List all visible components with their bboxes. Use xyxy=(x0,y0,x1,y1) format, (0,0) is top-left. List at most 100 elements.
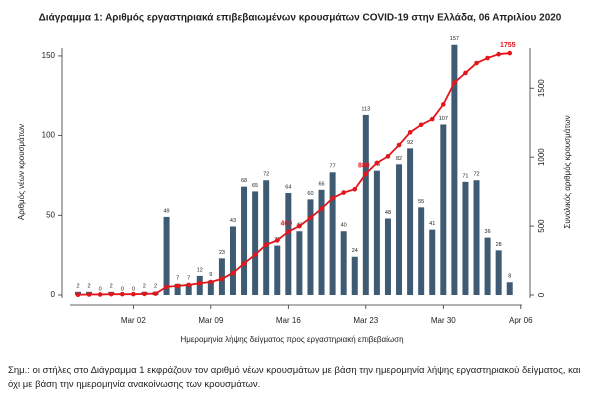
cumulative-point xyxy=(75,292,81,298)
cumulative-point xyxy=(97,292,103,297)
y-tick-label: 0 xyxy=(51,290,56,299)
y-axis-label: Αριθμός νέων κρουσμάτων xyxy=(17,124,26,220)
bar-label: 66 xyxy=(318,181,324,187)
bar-label: 7 xyxy=(176,275,179,281)
bar xyxy=(207,280,214,295)
cumulative-point xyxy=(297,223,302,229)
cumulative-label: 1755 xyxy=(500,42,516,49)
bar xyxy=(340,231,347,295)
bar xyxy=(418,207,425,295)
bar xyxy=(440,124,447,295)
bar-label: 2 xyxy=(76,283,79,289)
cumulative-point xyxy=(274,238,280,243)
bar-label: 12 xyxy=(197,267,203,273)
bar xyxy=(451,44,458,295)
cumulative-point xyxy=(219,276,225,282)
cumulative-point xyxy=(474,60,479,66)
bar xyxy=(407,148,414,295)
bar xyxy=(373,170,380,295)
cumulative-point xyxy=(186,282,191,288)
bar-label: 55 xyxy=(418,199,424,205)
cumulative-point xyxy=(385,154,391,159)
cumulative-point xyxy=(131,291,136,297)
bar-label: 49 xyxy=(163,208,169,214)
bar xyxy=(318,189,325,295)
chart-title: Διάγραμμα 1: Αριθμός εργαστηριακά επιβεβ… xyxy=(39,13,562,24)
bar-label: 2 xyxy=(110,283,113,289)
bar-label: 92 xyxy=(407,140,413,146)
bar xyxy=(274,245,281,295)
bar-label: 60 xyxy=(307,191,313,197)
cumulative-point xyxy=(341,190,346,195)
bar-label: 77 xyxy=(330,164,336,170)
cumulative-point xyxy=(153,291,158,296)
cumulative-point xyxy=(208,279,214,285)
cumulative-point xyxy=(330,195,335,201)
x-axis-label: Ημερομηνία λήψης δείγματος προς εργαστηρ… xyxy=(180,335,403,344)
cumulative-point xyxy=(396,142,402,148)
bar-label: 72 xyxy=(473,172,479,178)
cumulative-point xyxy=(197,280,203,286)
y2-tick-label: 0 xyxy=(537,292,546,297)
x-tick-label: Apr 06 xyxy=(509,316,533,325)
cumulative-label: 880 xyxy=(358,163,370,170)
bar-label: 2 xyxy=(88,283,91,289)
bar-label: 0 xyxy=(132,286,135,292)
cumulative-point xyxy=(485,55,490,61)
y2-tick-label: 500 xyxy=(537,219,546,233)
x-tick-label: Mar 23 xyxy=(353,316,378,325)
bar-label: 48 xyxy=(385,210,391,216)
bar-label: 2 xyxy=(143,283,146,289)
cumulative-point xyxy=(407,130,413,135)
cumulative-label: 460 xyxy=(280,220,292,227)
bar-label: 41 xyxy=(429,221,435,227)
x-tick-label: Mar 02 xyxy=(121,316,146,325)
bar xyxy=(429,229,436,295)
bar-label: 157 xyxy=(450,36,459,42)
bar xyxy=(495,250,502,295)
bar xyxy=(307,199,314,295)
cumulative-point xyxy=(496,51,501,57)
bar-label: 65 xyxy=(252,183,258,189)
bar-label: 28 xyxy=(496,242,502,248)
bar xyxy=(329,172,336,295)
bar-label: 40 xyxy=(341,223,347,229)
x-tick-label: Mar 09 xyxy=(198,316,223,325)
bar-label: 82 xyxy=(396,156,402,162)
bar-label: 107 xyxy=(439,116,448,122)
bar xyxy=(506,282,513,295)
bar-label: 24 xyxy=(352,248,358,254)
bar xyxy=(296,231,303,295)
x-tick-label: Mar 16 xyxy=(276,316,301,325)
bar xyxy=(462,181,469,295)
cumulative-point xyxy=(175,283,180,289)
cumulative-point xyxy=(507,50,513,56)
cumulative-point xyxy=(352,186,358,192)
cumulative-point xyxy=(363,171,369,177)
y-tick-label: 100 xyxy=(42,131,56,140)
bar-label: 8 xyxy=(508,274,511,280)
cumulative-point xyxy=(263,242,269,247)
bar xyxy=(285,193,292,295)
cumulative-line xyxy=(77,52,510,296)
cumulative-point xyxy=(452,80,457,86)
note: Σημ.: οι στήλες στο Διάγραμμα 1 εκφράζου… xyxy=(8,365,581,390)
cumulative-point xyxy=(164,284,169,290)
bar-label: 43 xyxy=(230,218,236,224)
bar-label: 0 xyxy=(121,286,124,292)
cumulative-point xyxy=(308,215,313,221)
cumulative-point xyxy=(441,102,446,107)
bar-label: 23 xyxy=(219,250,225,256)
x-tick-label: Mar 30 xyxy=(431,316,456,325)
cumulative-point xyxy=(252,252,258,257)
bar xyxy=(351,256,358,295)
bar xyxy=(263,180,270,295)
bar xyxy=(252,191,259,295)
y2-axis-label: Συνολικός αριθμός κρουσμάτων xyxy=(563,115,572,228)
bar xyxy=(384,218,391,295)
bar-label: 2 xyxy=(154,283,157,289)
bar-label: 68 xyxy=(241,178,247,184)
y2-tick-label: 1000 xyxy=(537,148,546,166)
bar-label: 7 xyxy=(187,275,190,281)
